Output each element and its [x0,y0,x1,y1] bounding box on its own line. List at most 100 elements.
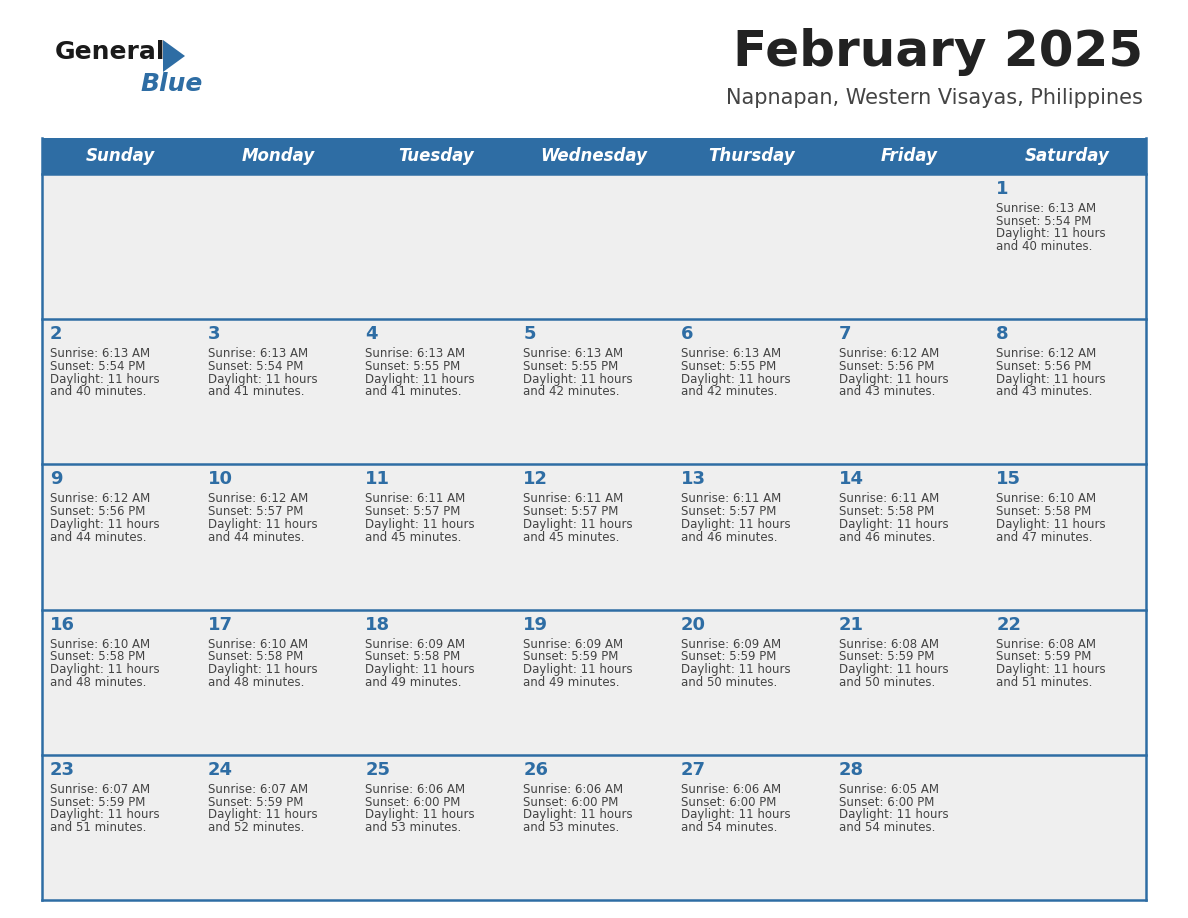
Text: Sunset: 5:59 PM: Sunset: 5:59 PM [523,650,619,664]
Bar [988,755,1146,900]
Text: Napnapan, Western Visayas, Philippines: Napnapan, Western Visayas, Philippines [726,88,1143,108]
Bar [200,174,358,319]
Text: 18: 18 [366,616,391,633]
Text: and 43 minutes.: and 43 minutes. [839,386,935,398]
Text: and 41 minutes.: and 41 minutes. [366,386,462,398]
Text: Sunrise: 6:11 AM: Sunrise: 6:11 AM [681,492,781,506]
Text: Sunrise: 6:11 AM: Sunrise: 6:11 AM [839,492,939,506]
Text: February 2025: February 2025 [733,28,1143,76]
Bar [516,319,672,465]
Bar [830,319,988,465]
Text: and 48 minutes.: and 48 minutes. [50,676,146,688]
Text: Daylight: 11 hours: Daylight: 11 hours [208,663,317,676]
Bar [42,319,200,465]
Text: 11: 11 [366,470,391,488]
Text: Sunrise: 6:13 AM: Sunrise: 6:13 AM [208,347,308,360]
Text: and 53 minutes.: and 53 minutes. [366,821,462,834]
Text: Sunrise: 6:13 AM: Sunrise: 6:13 AM [366,347,466,360]
Text: Sunrise: 6:08 AM: Sunrise: 6:08 AM [839,638,939,651]
Text: Sunset: 6:00 PM: Sunset: 6:00 PM [366,796,461,809]
Text: Daylight: 11 hours: Daylight: 11 hours [366,663,475,676]
Text: Daylight: 11 hours: Daylight: 11 hours [366,373,475,386]
Text: 15: 15 [997,470,1022,488]
Bar [516,174,672,319]
Bar [200,465,358,610]
Bar [830,755,988,900]
Text: Sunset: 5:56 PM: Sunset: 5:56 PM [997,360,1092,373]
Text: Sunrise: 6:13 AM: Sunrise: 6:13 AM [681,347,781,360]
Text: and 46 minutes.: and 46 minutes. [681,531,777,543]
Text: Sunset: 5:58 PM: Sunset: 5:58 PM [366,650,461,664]
Text: 3: 3 [208,325,220,343]
Text: Daylight: 11 hours: Daylight: 11 hours [839,373,948,386]
Bar [516,610,672,755]
Text: Sunrise: 6:09 AM: Sunrise: 6:09 AM [523,638,624,651]
Text: Daylight: 11 hours: Daylight: 11 hours [366,518,475,531]
Text: Sunset: 5:57 PM: Sunset: 5:57 PM [366,505,461,518]
Text: Sunset: 5:55 PM: Sunset: 5:55 PM [523,360,619,373]
Text: and 50 minutes.: and 50 minutes. [839,676,935,688]
Text: Daylight: 11 hours: Daylight: 11 hours [839,809,948,822]
Text: and 42 minutes.: and 42 minutes. [523,386,620,398]
Text: Blue: Blue [140,72,202,96]
Text: Daylight: 11 hours: Daylight: 11 hours [681,809,790,822]
Text: and 47 minutes.: and 47 minutes. [997,531,1093,543]
Text: Sunset: 5:59 PM: Sunset: 5:59 PM [839,650,934,664]
Text: 25: 25 [366,761,391,778]
Text: Daylight: 11 hours: Daylight: 11 hours [681,373,790,386]
Text: Sunset: 5:59 PM: Sunset: 5:59 PM [208,796,303,809]
Bar [200,610,358,755]
Text: Sunset: 5:56 PM: Sunset: 5:56 PM [50,505,145,518]
Text: Sunrise: 6:09 AM: Sunrise: 6:09 AM [681,638,781,651]
Text: Daylight: 11 hours: Daylight: 11 hours [50,518,159,531]
Text: Sunrise: 6:12 AM: Sunrise: 6:12 AM [839,347,939,360]
Text: Sunrise: 6:10 AM: Sunrise: 6:10 AM [50,638,150,651]
Text: Daylight: 11 hours: Daylight: 11 hours [523,518,633,531]
Bar [516,465,672,610]
Text: and 40 minutes.: and 40 minutes. [997,241,1093,253]
Text: 2: 2 [50,325,63,343]
Text: and 48 minutes.: and 48 minutes. [208,676,304,688]
Text: and 46 minutes.: and 46 minutes. [839,531,935,543]
Bar [672,319,830,465]
Text: 23: 23 [50,761,75,778]
Text: and 43 minutes.: and 43 minutes. [997,386,1093,398]
Text: 19: 19 [523,616,548,633]
Text: Tuesday: Tuesday [398,147,474,165]
Text: Sunset: 5:59 PM: Sunset: 5:59 PM [997,650,1092,664]
Bar [672,755,830,900]
Bar [988,465,1146,610]
Text: Daylight: 11 hours: Daylight: 11 hours [523,663,633,676]
Text: 8: 8 [997,325,1009,343]
Text: Sunrise: 6:10 AM: Sunrise: 6:10 AM [208,638,308,651]
Bar [358,755,516,900]
Text: 17: 17 [208,616,233,633]
Text: Friday: Friday [881,147,939,165]
Text: Sunset: 5:57 PM: Sunset: 5:57 PM [523,505,619,518]
Bar [830,174,988,319]
Text: Sunrise: 6:11 AM: Sunrise: 6:11 AM [366,492,466,506]
Text: Sunset: 5:54 PM: Sunset: 5:54 PM [208,360,303,373]
Text: Sunset: 5:57 PM: Sunset: 5:57 PM [681,505,776,518]
Text: Monday: Monday [242,147,315,165]
Bar [672,610,830,755]
Text: Sunrise: 6:12 AM: Sunrise: 6:12 AM [50,492,150,506]
Text: Saturday: Saturday [1025,147,1110,165]
Text: Sunrise: 6:07 AM: Sunrise: 6:07 AM [208,783,308,796]
Bar [42,465,200,610]
Text: Sunrise: 6:06 AM: Sunrise: 6:06 AM [366,783,466,796]
Text: Sunset: 5:58 PM: Sunset: 5:58 PM [839,505,934,518]
Text: Sunset: 5:54 PM: Sunset: 5:54 PM [50,360,145,373]
Text: Sunrise: 6:12 AM: Sunrise: 6:12 AM [997,347,1097,360]
Bar [42,138,1146,174]
Text: Sunrise: 6:12 AM: Sunrise: 6:12 AM [208,492,308,506]
Text: and 52 minutes.: and 52 minutes. [208,821,304,834]
Text: and 54 minutes.: and 54 minutes. [839,821,935,834]
Text: and 40 minutes.: and 40 minutes. [50,386,146,398]
Text: and 49 minutes.: and 49 minutes. [366,676,462,688]
Bar [358,174,516,319]
Text: Sunset: 5:56 PM: Sunset: 5:56 PM [839,360,934,373]
Text: and 51 minutes.: and 51 minutes. [50,821,146,834]
Text: Sunset: 6:00 PM: Sunset: 6:00 PM [523,796,619,809]
Bar [42,610,200,755]
